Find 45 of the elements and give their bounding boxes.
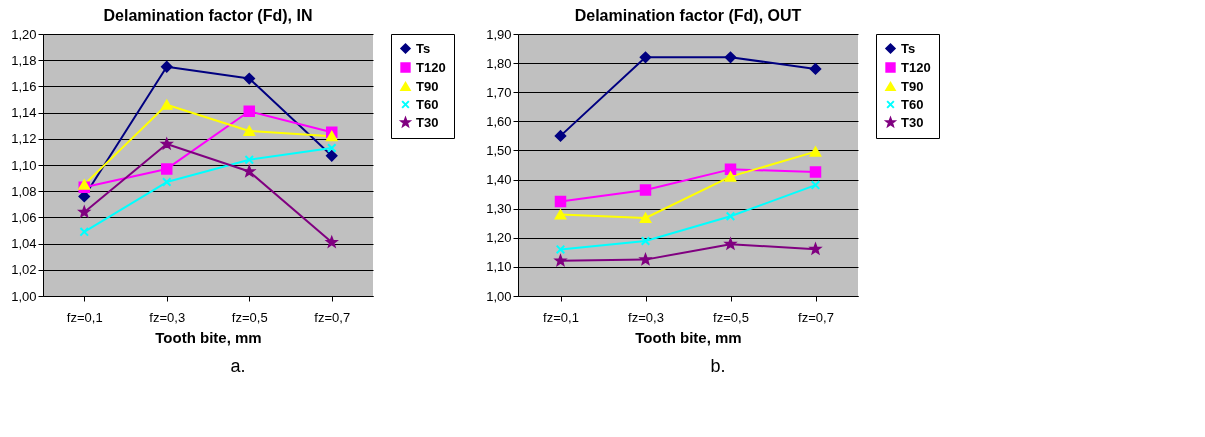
legend-label: T30 xyxy=(416,114,439,130)
x-axis-title: Tooth bite, mm xyxy=(635,328,742,346)
legend-label: T60 xyxy=(416,96,439,112)
text: b. xyxy=(710,356,726,376)
x-tick-label: fz=0,1 xyxy=(543,309,579,325)
x-tick-label: fz=0,7 xyxy=(314,309,351,325)
x-tick-label: fz=0,5 xyxy=(231,309,268,325)
y-tick-label: 1,20 xyxy=(486,230,512,246)
y-tick-label: 1,80 xyxy=(486,55,512,71)
y-tick-label: 1,18 xyxy=(11,52,37,68)
y-tick-label: 1,50 xyxy=(486,142,512,158)
x-tick-label: fz=0,5 xyxy=(713,309,749,325)
x-axis-title: Tooth bite, mm xyxy=(155,328,262,346)
legend-label: T30 xyxy=(901,114,924,130)
y-tick-label: 1,60 xyxy=(486,113,512,129)
legend-label: T90 xyxy=(416,78,439,94)
y-tick-label: 1,30 xyxy=(486,201,512,217)
y-tick-label: 1,20 xyxy=(11,26,37,42)
x-tick-label: fz=0,7 xyxy=(798,309,834,325)
y-tick-label: 1,10 xyxy=(11,157,37,173)
x-tick-label: fz=0,3 xyxy=(149,309,186,325)
legend-label: T60 xyxy=(901,96,924,112)
y-tick-label: 1,04 xyxy=(11,236,37,252)
legend-label: T120 xyxy=(901,59,931,75)
text: a. xyxy=(230,356,246,376)
y-tick-label: 1,12 xyxy=(11,131,37,147)
chart-title: Delamination factor (Fd), OUT xyxy=(574,7,802,24)
legend-label: Ts xyxy=(901,40,916,56)
y-tick-label: 1,06 xyxy=(11,209,37,225)
y-tick-label: 1,40 xyxy=(486,172,512,188)
y-tick-label: 1,00 xyxy=(11,288,37,304)
legend-label: T120 xyxy=(416,59,446,75)
y-tick-label: 1,14 xyxy=(11,105,37,121)
y-tick-label: 1,16 xyxy=(11,78,37,94)
y-tick-label: 1,90 xyxy=(486,26,512,42)
y-tick-label: 1,02 xyxy=(11,262,37,278)
y-tick-label: 1,70 xyxy=(486,84,512,100)
x-tick-label: fz=0,3 xyxy=(628,309,664,325)
legend-label: Ts xyxy=(416,40,431,56)
chart-title: Delamination factor (Fd), IN xyxy=(103,7,313,24)
legend-label: T90 xyxy=(901,78,924,94)
y-tick-label: 1,10 xyxy=(486,259,512,275)
y-tick-label: 1,08 xyxy=(11,183,37,199)
y-tick-label: 1,00 xyxy=(486,288,512,304)
x-tick-label: fz=0,1 xyxy=(66,309,103,325)
